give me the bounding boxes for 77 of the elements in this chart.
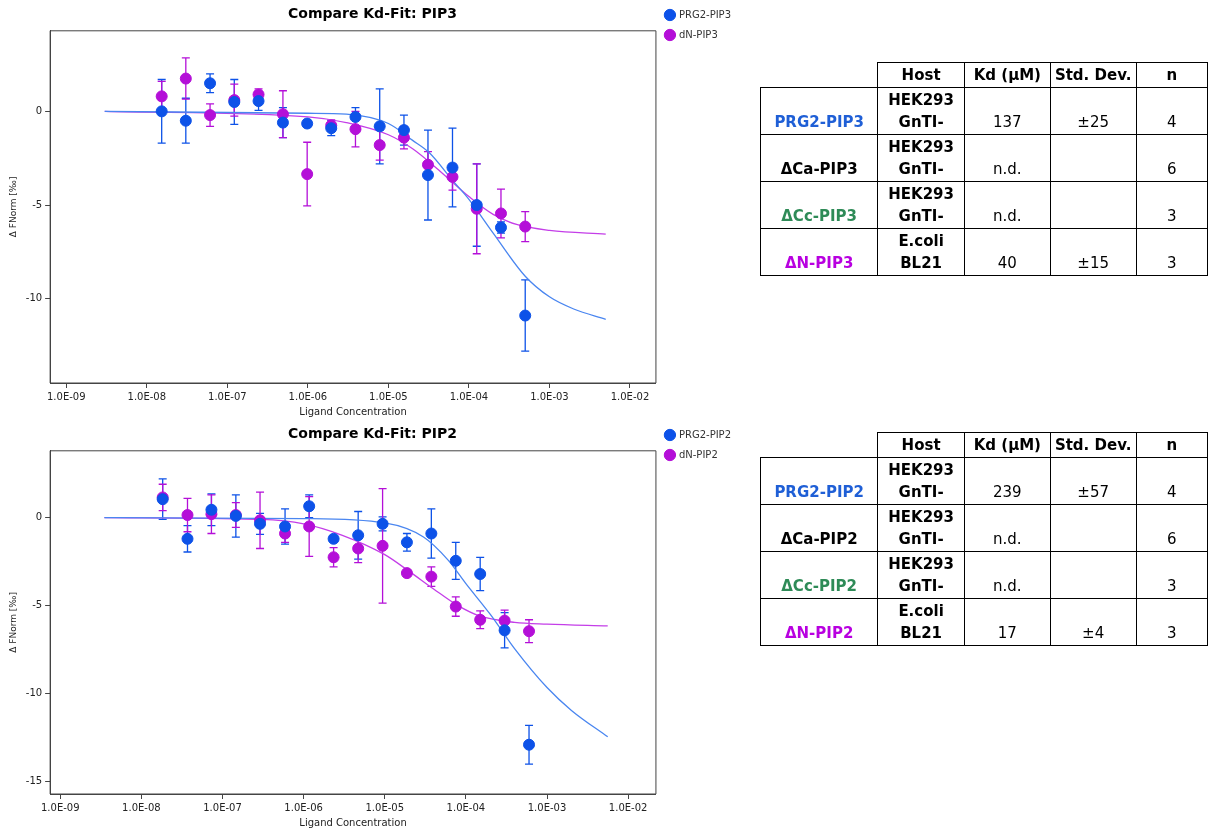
category-label: Host [877, 432, 965, 458]
x-tick-label: 1.0E-06 [284, 801, 323, 813]
x-axis-title: Ligand Concentration [299, 405, 407, 417]
legend-label: dN-PIP3 [678, 28, 718, 40]
category-label: Kd (µM) [964, 432, 1051, 458]
category-label: ΔCc-PIP3 [781, 207, 858, 225]
category-label: Kd (µM) [964, 62, 1051, 88]
category-label: ΔN-PIP3 [784, 254, 854, 272]
text: n.d. [993, 577, 1022, 595]
category-label: Std. Dev. [1050, 62, 1137, 88]
category-label: n [1136, 62, 1208, 88]
y-tick-label: -10 [25, 687, 43, 699]
text: n.d. [993, 207, 1022, 225]
text: 3 [1166, 577, 1177, 595]
y-tick-label: -15 [25, 775, 43, 787]
text: HEK293 GnTI- [888, 138, 954, 178]
text: 3 [1166, 254, 1177, 272]
x-tick-label: 1.0E-03 [530, 390, 569, 402]
text: ±25 [1077, 113, 1109, 131]
text: ±4 [1082, 624, 1105, 642]
y-tick-label: 0 [35, 104, 43, 116]
y-tick-label: -10 [25, 292, 43, 304]
x-tick-label: 1.0E-08 [127, 390, 167, 402]
text: HEK293 GnTI- [888, 461, 954, 501]
text: 137 [993, 113, 1022, 131]
text: ±57 [1077, 483, 1109, 501]
text: HEK293 GnTI- [888, 508, 954, 548]
x-tick-label: 1.0E-05 [369, 390, 408, 402]
legend-label: dN-PIP2 [678, 448, 718, 460]
x-tick-label: 1.0E-03 [527, 801, 567, 813]
y-axis-title: Δ FNorm [‰] [7, 176, 18, 238]
text: HEK293 GnTI- [888, 555, 954, 595]
category-label: PRG2-PIP2 [774, 483, 864, 501]
text: 239 [993, 483, 1022, 501]
x-tick-label: 1.0E-04 [449, 390, 489, 402]
text: 3 [1166, 207, 1177, 225]
legend-label: PRG2-PIP3 [678, 8, 732, 20]
category-label: ΔCa-PIP3 [780, 160, 858, 178]
y-tick-label: -5 [32, 198, 43, 210]
y-tick-label: 0 [35, 511, 43, 523]
x-tick-label: 1.0E-06 [288, 390, 328, 402]
chart-title: Compare Kd-Fit: PIP3 [288, 5, 457, 22]
text: ±15 [1077, 254, 1109, 272]
text: HEK293 GnTI- [888, 91, 954, 131]
x-tick-label: 1.0E-05 [365, 801, 405, 813]
x-axis-title: Ligand Concentration [299, 816, 407, 828]
x-tick-label: 1.0E-09 [40, 801, 80, 813]
y-axis-title: Δ FNorm [‰] [7, 592, 18, 653]
text: 40 [997, 254, 1017, 272]
text: E.coli BL21 [898, 232, 944, 272]
chart-title: Compare Kd-Fit: PIP2 [288, 425, 457, 442]
text: E.coli BL21 [898, 602, 944, 642]
text: 17 [997, 624, 1017, 642]
category-label: PRG2-PIP3 [774, 113, 864, 131]
category-label: n [1136, 432, 1208, 458]
x-tick-label: 1.0E-08 [122, 801, 161, 813]
category-label: ΔN-PIP2 [784, 624, 854, 642]
text: n.d. [993, 160, 1022, 178]
category-label: Std. Dev. [1050, 432, 1137, 458]
x-tick-label: 1.0E-07 [203, 801, 242, 813]
text: HEK293 GnTI- [888, 185, 954, 225]
x-tick-label: 1.0E-09 [47, 390, 86, 402]
legend-label: PRG2-PIP2 [678, 428, 732, 440]
text: 6 [1166, 530, 1177, 548]
y-tick-label: -5 [32, 599, 43, 611]
text: 6 [1166, 160, 1177, 178]
category-label: Host [877, 62, 965, 88]
text: 4 [1166, 483, 1177, 501]
x-tick-label: 1.0E-02 [610, 390, 650, 402]
text: n.d. [993, 530, 1022, 548]
x-tick-label: 1.0E-02 [608, 801, 648, 813]
x-tick-label: 1.0E-07 [208, 390, 247, 402]
category-label: ΔCa-PIP2 [780, 530, 858, 548]
x-tick-label: 1.0E-04 [446, 801, 486, 813]
text: 4 [1166, 113, 1177, 131]
category-label: ΔCc-PIP2 [781, 577, 858, 595]
text: 3 [1166, 624, 1177, 642]
